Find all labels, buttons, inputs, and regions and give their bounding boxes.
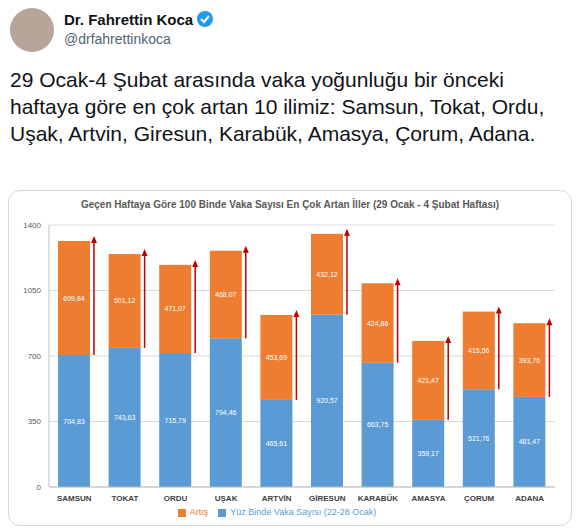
html-text:29 Ocak-4 Şubat arasında vaka: 29 Ocak-4 Şubat arasında vaka yoğunluğu … — [10, 68, 545, 145]
svg-text:715,79: 715,79 — [164, 417, 186, 424]
svg-text:920,57: 920,57 — [316, 397, 338, 404]
svg-text:468,07: 468,07 — [215, 291, 237, 298]
svg-text:432,12: 432,12 — [316, 271, 338, 278]
svg-text:1400: 1400 — [23, 221, 41, 230]
svg-text:743,63: 743,63 — [114, 414, 136, 421]
html-text:Artış: Artış — [189, 507, 209, 517]
svg-text:424,86: 424,86 — [367, 320, 389, 327]
svg-text:ORDU: ORDU — [164, 494, 188, 503]
svg-text:501,12: 501,12 — [114, 297, 136, 304]
html-text:Dr. Fahrettin Koca: Dr. Fahrettin Koca — [64, 10, 194, 28]
svg-text:609,84: 609,84 — [63, 295, 85, 302]
svg-text:465,61: 465,61 — [266, 440, 288, 447]
svg-text:GİRESUN: GİRESUN — [309, 494, 346, 503]
svg-text:AMASYA: AMASYA — [412, 494, 446, 503]
svg-text:521,76: 521,76 — [468, 435, 490, 442]
svg-text:SAMSUN: SAMSUN — [57, 494, 92, 503]
html-text:Yüz Binde Vaka Sayısı (22-28 O: Yüz Binde Vaka Sayısı (22-28 Ocak) — [230, 507, 377, 517]
svg-text:393,76: 393,76 — [519, 357, 541, 364]
html-text:Geçen Haftaya Göre 100 Binde V: Geçen Haftaya Göre 100 Binde Vaka Sayısı… — [80, 199, 500, 210]
svg-text:0: 0 — [37, 483, 42, 492]
svg-text:ÇORUM: ÇORUM — [464, 494, 495, 503]
html-text:@drfahrettinkoca: @drfahrettinkoca — [64, 31, 171, 47]
svg-text:TOKAT: TOKAT — [111, 494, 138, 503]
svg-text:700: 700 — [28, 352, 42, 361]
svg-text:1050: 1050 — [23, 286, 41, 295]
svg-text:663,75: 663,75 — [367, 421, 389, 428]
svg-text:471,07: 471,07 — [164, 305, 186, 312]
svg-text:415,56: 415,56 — [468, 347, 490, 354]
svg-text:350: 350 — [28, 417, 42, 426]
svg-text:704,83: 704,83 — [63, 418, 85, 425]
svg-text:UŞAK: UŞAK — [215, 494, 238, 503]
svg-text:KARABÜK: KARABÜK — [358, 494, 399, 503]
svg-text:794,46: 794,46 — [215, 409, 237, 416]
svg-text:359,17: 359,17 — [417, 450, 439, 457]
svg-text:ARTVİN: ARTVİN — [262, 494, 292, 503]
svg-text:481,47: 481,47 — [519, 438, 541, 445]
svg-text:453,69: 453,69 — [266, 354, 288, 361]
svg-text:421,47: 421,47 — [417, 377, 439, 384]
svg-text:ADANA: ADANA — [515, 494, 544, 503]
